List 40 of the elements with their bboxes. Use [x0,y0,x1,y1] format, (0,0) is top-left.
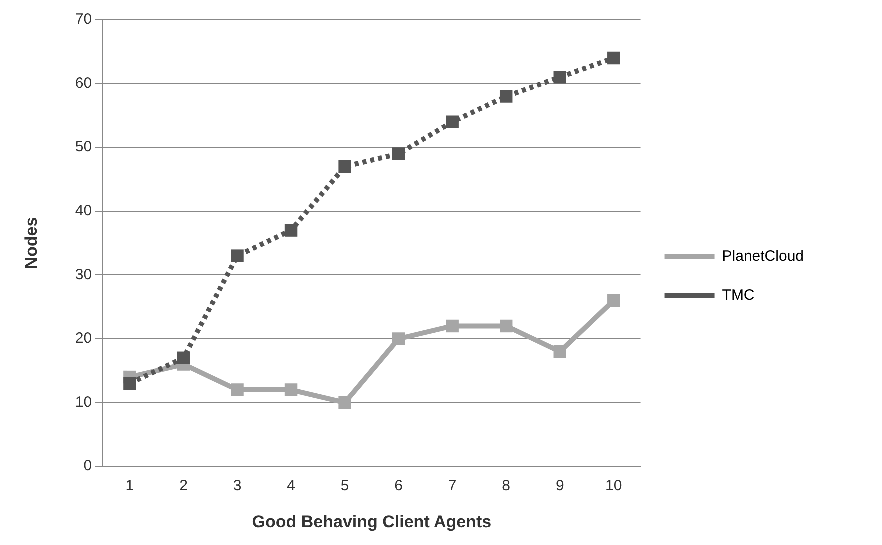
y-tick-label: 0 [84,458,92,475]
legend-label: PlanetCloud [722,248,804,266]
y-axis-title: Nodes [22,217,41,270]
y-tick-label: 60 [75,74,92,92]
point [284,384,298,396]
point [231,250,244,262]
x-tick-label: 4 [287,478,296,495]
point [500,320,513,333]
y-tick-label: 40 [75,202,92,220]
point [446,116,459,128]
x-tick-label: 1 [126,478,134,495]
x-tick-label: 6 [394,478,403,495]
x-tick-label: 5 [340,478,350,495]
y-tick-label: 30 [75,266,92,284]
point [500,90,513,103]
point [284,224,298,237]
x-tick-label: 10 [606,478,622,495]
point [554,345,566,358]
point [446,320,459,333]
point [338,396,352,410]
x-tick-label: 2 [180,478,188,495]
y-tick-label: 70 [75,11,92,28]
x-tick-label: 3 [233,478,242,495]
x-tick-label: 8 [502,478,511,495]
x-tick-label: 9 [556,478,564,495]
y-tick-label: 50 [75,138,92,156]
legend-label: TMC [722,287,755,304]
point [392,332,406,346]
point [124,377,136,390]
point [177,352,190,365]
x-axis-title: Good Behaving Client Agents [252,512,492,532]
point [608,52,620,65]
point [231,384,244,396]
y-tick-label: 20 [75,330,92,348]
point [338,160,352,174]
y-tick-label: 10 [75,394,92,411]
x-tick-label: 7 [448,478,457,495]
point [392,148,406,160]
point [554,71,566,84]
point [608,294,620,308]
